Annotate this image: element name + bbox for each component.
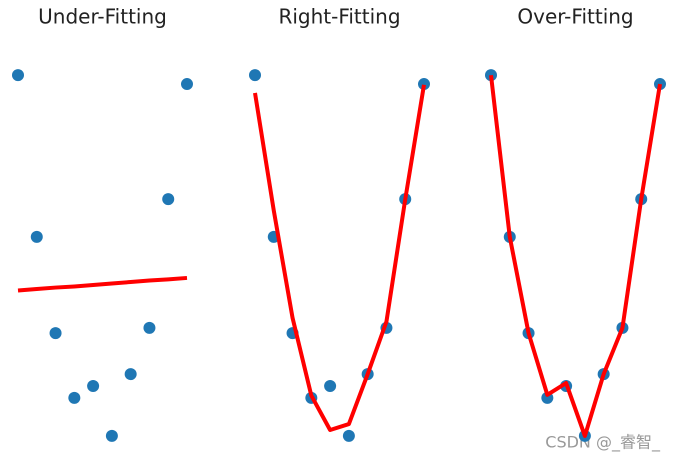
fit-line <box>489 74 662 438</box>
point <box>342 429 355 442</box>
watermark: CSDN @_睿智_ <box>545 433 661 453</box>
point <box>12 69 24 82</box>
point <box>105 429 118 442</box>
point <box>249 69 261 82</box>
point <box>181 78 193 91</box>
point <box>162 193 175 206</box>
point <box>324 379 337 392</box>
point <box>49 327 62 340</box>
point <box>30 230 43 243</box>
point <box>87 379 100 392</box>
subplot-title: Under-Fitting <box>38 5 167 29</box>
point <box>124 368 137 381</box>
subplot-title: Right-Fitting <box>278 5 400 29</box>
fit-line <box>17 275 188 293</box>
fit-line <box>253 84 426 433</box>
subplot-title: Over-Fitting <box>517 5 633 29</box>
point <box>418 78 430 91</box>
point <box>143 321 156 334</box>
point <box>68 391 81 404</box>
